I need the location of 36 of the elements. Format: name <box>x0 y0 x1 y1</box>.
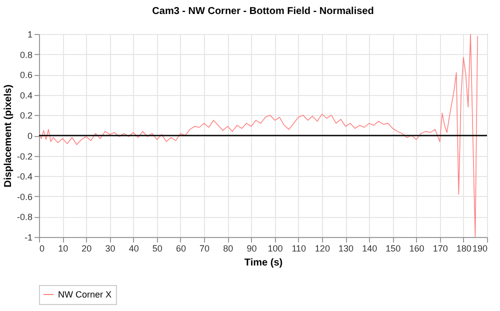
x-tick-label: 160 <box>409 244 424 254</box>
x-tick-label: 100 <box>268 244 283 254</box>
x-tick-label: 140 <box>362 244 378 254</box>
x-tick-label: 50 <box>152 244 162 254</box>
x-tick-label: 150 <box>386 244 401 254</box>
x-tick-label: 90 <box>246 244 257 254</box>
chart-title: Cam3 - NW Corner - Bottom Field - Normalised <box>152 6 374 17</box>
x-tick-label: 10 <box>58 244 68 254</box>
legend-label: NW Corner X <box>58 290 112 300</box>
x-tick-label: 20 <box>82 244 92 254</box>
y-tick-label: -1 <box>24 232 32 242</box>
y-tick-label: -0.2 <box>16 151 32 162</box>
line-series <box>39 34 478 237</box>
y-axis-title: Displacement (pixels) <box>2 84 14 188</box>
x-tick-label: 60 <box>176 244 186 254</box>
x-axis-title: Time (s) <box>244 258 283 268</box>
y-tick-label: 1 <box>27 30 32 40</box>
x-tick-label: 190 <box>472 244 488 254</box>
y-tick-label: 0.8 <box>20 50 32 60</box>
x-tick-label: 70 <box>200 244 210 254</box>
x-tick-label: 110 <box>292 244 306 254</box>
y-tick-label: 0.6 <box>20 70 32 80</box>
y-tick-label: -0.8 <box>16 212 32 222</box>
x-tick-label: 30 <box>105 244 116 254</box>
x-tick-label: 40 <box>128 244 139 254</box>
x-tick-label: 170 <box>432 244 448 254</box>
x-tick-label: 180 <box>456 244 472 254</box>
y-tick-label: -0.4 <box>16 172 32 182</box>
y-tick-label: 0.2 <box>20 110 32 121</box>
x-tick-label: 120 <box>314 244 330 254</box>
y-tick-label: -0.6 <box>16 192 32 202</box>
x-tick-label: 0 <box>40 244 45 254</box>
y-tick-label: 0 <box>27 131 32 141</box>
x-tick-label: 80 <box>223 244 234 254</box>
x-tick-label: 130 <box>338 244 354 254</box>
y-tick-label: 0.4 <box>20 90 32 100</box>
